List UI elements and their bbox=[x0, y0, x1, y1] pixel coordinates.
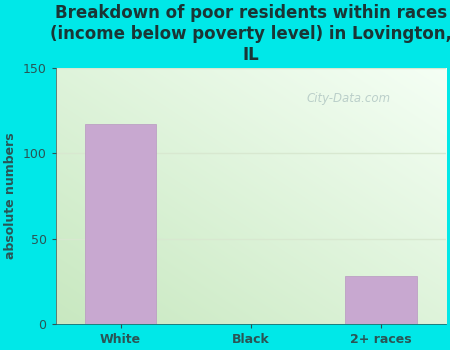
Y-axis label: absolute numbers: absolute numbers bbox=[4, 133, 17, 259]
Bar bbox=[85, 124, 157, 324]
Text: City-Data.com: City-Data.com bbox=[306, 92, 390, 105]
Title: Breakdown of poor residents within races
(income below poverty level) in Lovingt: Breakdown of poor residents within races… bbox=[50, 4, 450, 64]
Bar bbox=[345, 276, 417, 324]
